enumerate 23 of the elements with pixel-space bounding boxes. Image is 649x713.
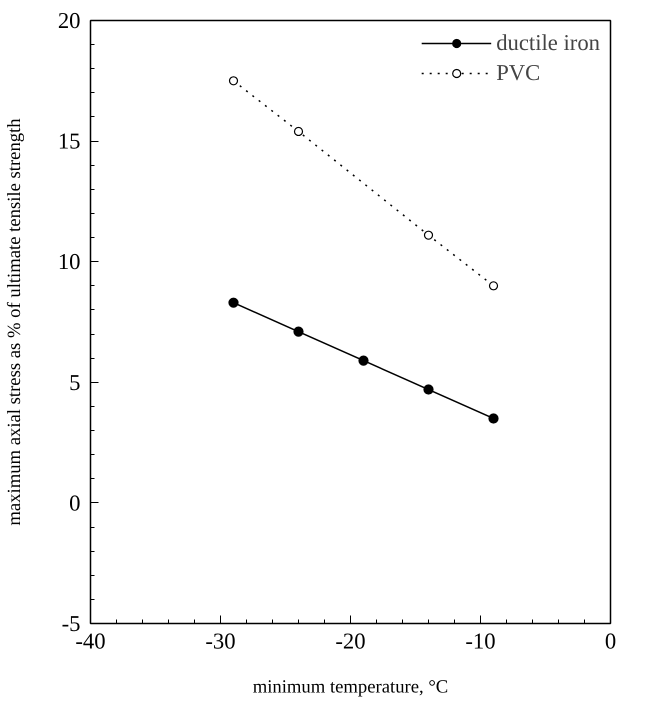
x-axis-title: minimum temperature, °C (252, 676, 448, 698)
point (423, 384, 434, 395)
point (488, 413, 499, 424)
y-tick-label: 0 (69, 490, 80, 516)
y-tick-label: -5 (62, 611, 80, 636)
point (293, 326, 304, 337)
x-tick-label: -20 (335, 628, 366, 654)
legend-label: PVC (496, 60, 540, 86)
y-tick-label: 5 (69, 370, 80, 395)
x-tick-label: -10 (465, 628, 496, 654)
legend-label: ductile iron (496, 30, 600, 56)
y-tick-label: 15 (58, 128, 80, 154)
x-tick-label: 0 (604, 628, 616, 654)
point (228, 298, 239, 308)
point (294, 126, 304, 136)
point (358, 356, 369, 366)
y-tick-label: 10 (58, 249, 80, 274)
y-tick-label: 20 (58, 8, 80, 33)
point (488, 281, 498, 290)
point (228, 76, 238, 86)
x-tick-label: -30 (205, 628, 236, 654)
y-axis-title: maximum axial stress as % of ultimate tensile strength (4, 118, 25, 526)
point (424, 230, 434, 240)
